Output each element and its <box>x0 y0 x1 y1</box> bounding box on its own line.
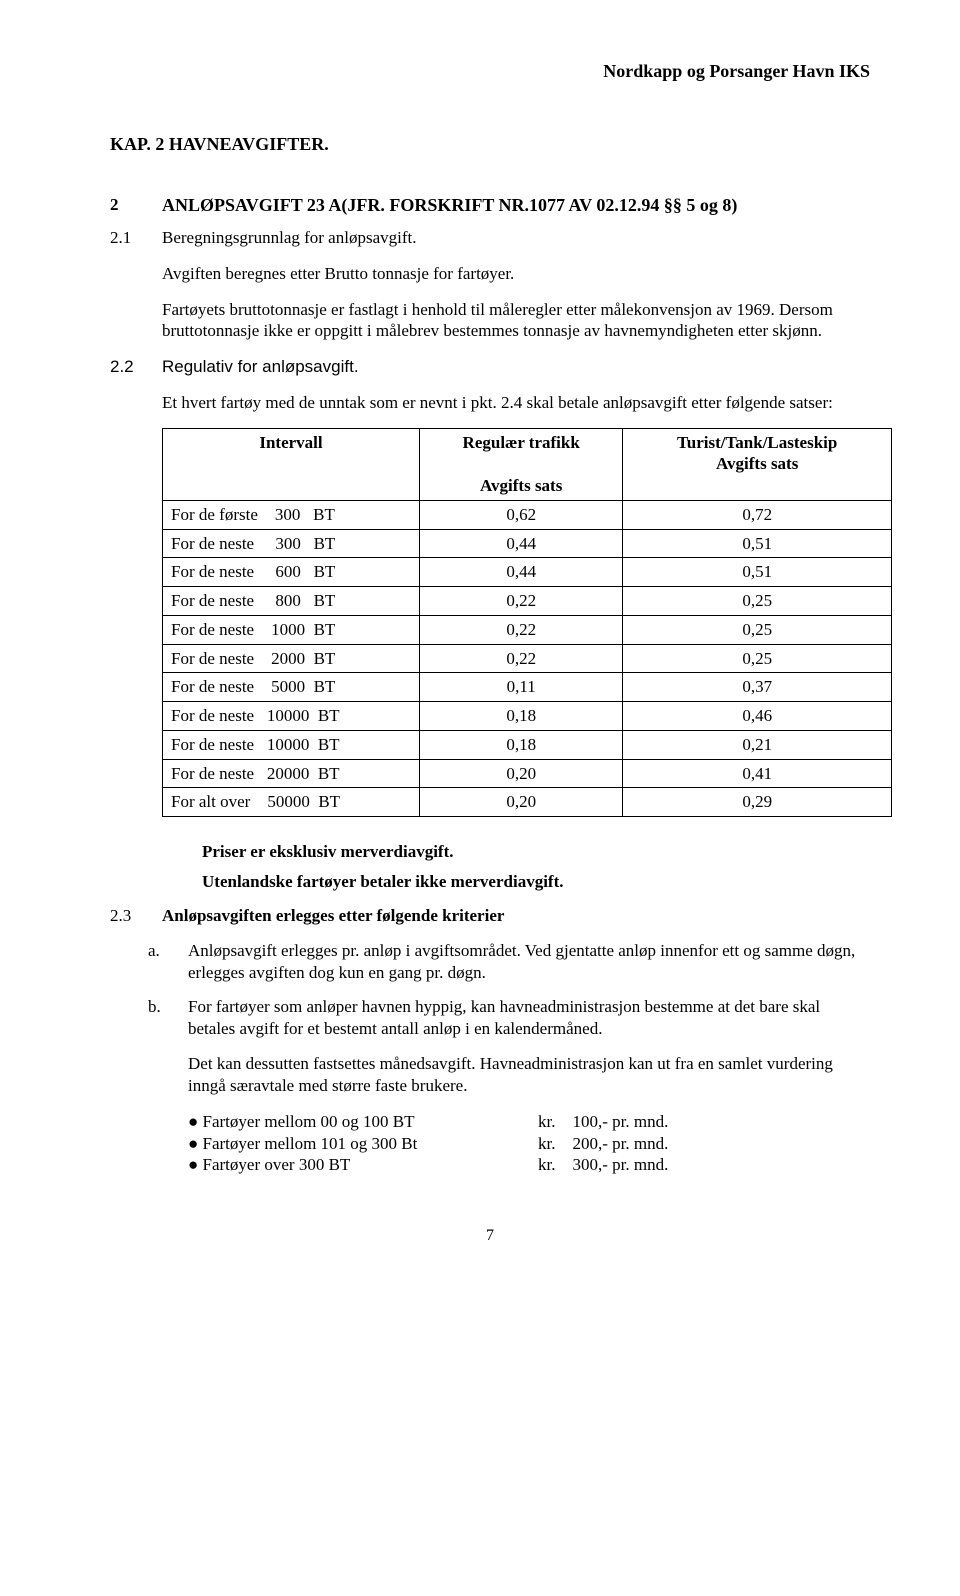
cell-regular: 0,44 <box>420 529 623 558</box>
col-subheader: Avgifts sats <box>480 476 562 495</box>
cell-regular: 0,22 <box>420 615 623 644</box>
cell-tourist: 0,46 <box>623 702 892 731</box>
cell-tourist: 0,51 <box>623 558 892 587</box>
cell-regular: 0,44 <box>420 558 623 587</box>
list-text: Anløpsavgift erlegges pr. anløp i avgift… <box>188 940 870 984</box>
section-number: 2.1 <box>110 227 162 249</box>
cell-interval: For de neste 1000 BT <box>163 615 420 644</box>
cell-interval: For de neste 10000 BT <box>163 730 420 759</box>
section-title: Beregningsgrunnlag for anløpsavgift. <box>162 227 870 249</box>
section-number: 2.3 <box>110 905 162 927</box>
section-title: Anløpsavgiften erlegges etter følgende k… <box>162 905 870 927</box>
list-label: b. <box>148 996 188 1018</box>
cell-interval: For de neste 10000 BT <box>163 702 420 731</box>
rates-table: Intervall Regulær trafikk Avgifts sats T… <box>162 428 892 818</box>
bullet-row: ● Fartøyer over 300 BTkr. 300,- pr. mnd. <box>188 1154 870 1176</box>
section-title: Regulativ for anløpsavgift. <box>162 356 870 378</box>
cell-interval: For de neste 20000 BT <box>163 759 420 788</box>
cell-tourist: 0,72 <box>623 500 892 529</box>
bullet-desc: ● Fartøyer mellom 101 og 300 Bt <box>188 1133 538 1155</box>
table-row: For alt over 50000 BT0,200,29 <box>163 788 892 817</box>
cell-tourist: 0,41 <box>623 759 892 788</box>
cell-interval: For de første 300 BT <box>163 500 420 529</box>
cell-tourist: 0,51 <box>623 529 892 558</box>
table-row: For de neste 20000 BT0,200,41 <box>163 759 892 788</box>
col-header: Intervall <box>259 433 322 452</box>
cell-regular: 0,22 <box>420 644 623 673</box>
cell-regular: 0,18 <box>420 702 623 731</box>
bullet-price: kr. 100,- pr. mnd. <box>538 1111 738 1133</box>
col-header: Regulær trafikk <box>463 433 580 452</box>
table-row: For de neste 10000 BT0,180,46 <box>163 702 892 731</box>
section-number: 2.2 <box>110 356 162 378</box>
paragraph: Et hvert fartøy med de unntak som er nev… <box>162 392 870 414</box>
bullet-desc: ● Fartøyer mellom 00 og 100 BT <box>188 1111 538 1133</box>
cell-tourist: 0,25 <box>623 615 892 644</box>
table-row: For de neste 300 BT0,440,51 <box>163 529 892 558</box>
note: Utenlandske fartøyer betaler ikke merver… <box>202 871 870 893</box>
table-row: For de neste 800 BT0,220,25 <box>163 587 892 616</box>
paragraph: Fartøyets bruttotonnasje er fastlagt i h… <box>162 299 870 343</box>
cell-interval: For de neste 800 BT <box>163 587 420 616</box>
bullet-price: kr. 300,- pr. mnd. <box>538 1154 738 1176</box>
cell-tourist: 0,25 <box>623 587 892 616</box>
table-row: For de neste 1000 BT0,220,25 <box>163 615 892 644</box>
cell-tourist: 0,25 <box>623 644 892 673</box>
org-header: Nordkapp og Porsanger Havn IKS <box>110 60 870 83</box>
bullet-price: kr. 200,- pr. mnd. <box>538 1133 738 1155</box>
chapter-heading: KAP. 2 HAVNEAVGIFTER. <box>110 133 870 156</box>
section-number: 2 <box>110 194 162 216</box>
col-subheader: Avgifts sats <box>716 454 798 473</box>
bullet-desc: ● Fartøyer over 300 BT <box>188 1154 538 1176</box>
cell-regular: 0,18 <box>420 730 623 759</box>
cell-interval: For alt over 50000 BT <box>163 788 420 817</box>
paragraph: Avgiften beregnes etter Brutto tonnasje … <box>162 263 870 285</box>
cell-regular: 0,20 <box>420 788 623 817</box>
table-row: For de første 300 BT0,620,72 <box>163 500 892 529</box>
cell-regular: 0,22 <box>420 587 623 616</box>
list-text: For fartøyer som anløper havnen hyppig, … <box>188 996 870 1040</box>
cell-interval: For de neste 5000 BT <box>163 673 420 702</box>
cell-tourist: 0,21 <box>623 730 892 759</box>
cell-regular: 0,62 <box>420 500 623 529</box>
cell-interval: For de neste 300 BT <box>163 529 420 558</box>
cell-interval: For de neste 600 BT <box>163 558 420 587</box>
cell-regular: 0,11 <box>420 673 623 702</box>
bullet-row: ● Fartøyer mellom 00 og 100 BTkr. 100,- … <box>188 1111 870 1133</box>
cell-tourist: 0,37 <box>623 673 892 702</box>
col-header: Turist/Tank/Lasteskip <box>677 433 837 452</box>
table-row: For de neste 600 BT0,440,51 <box>163 558 892 587</box>
cell-regular: 0,20 <box>420 759 623 788</box>
table-row: For de neste 2000 BT0,220,25 <box>163 644 892 673</box>
list-label: a. <box>148 940 188 962</box>
section-title: ANLØPSAVGIFT 23 A(JFR. FORSKRIFT NR.1077… <box>162 194 870 217</box>
cell-tourist: 0,29 <box>623 788 892 817</box>
paragraph: Det kan dessutten fastsettes månedsavgif… <box>188 1053 870 1097</box>
table-row: For de neste 5000 BT0,110,37 <box>163 673 892 702</box>
bullet-row: ● Fartøyer mellom 101 og 300 Btkr. 200,-… <box>188 1133 870 1155</box>
table-row: For de neste 10000 BT0,180,21 <box>163 730 892 759</box>
page-number: 7 <box>110 1226 870 1246</box>
cell-interval: For de neste 2000 BT <box>163 644 420 673</box>
note: Priser er eksklusiv merverdiavgift. <box>202 841 870 863</box>
